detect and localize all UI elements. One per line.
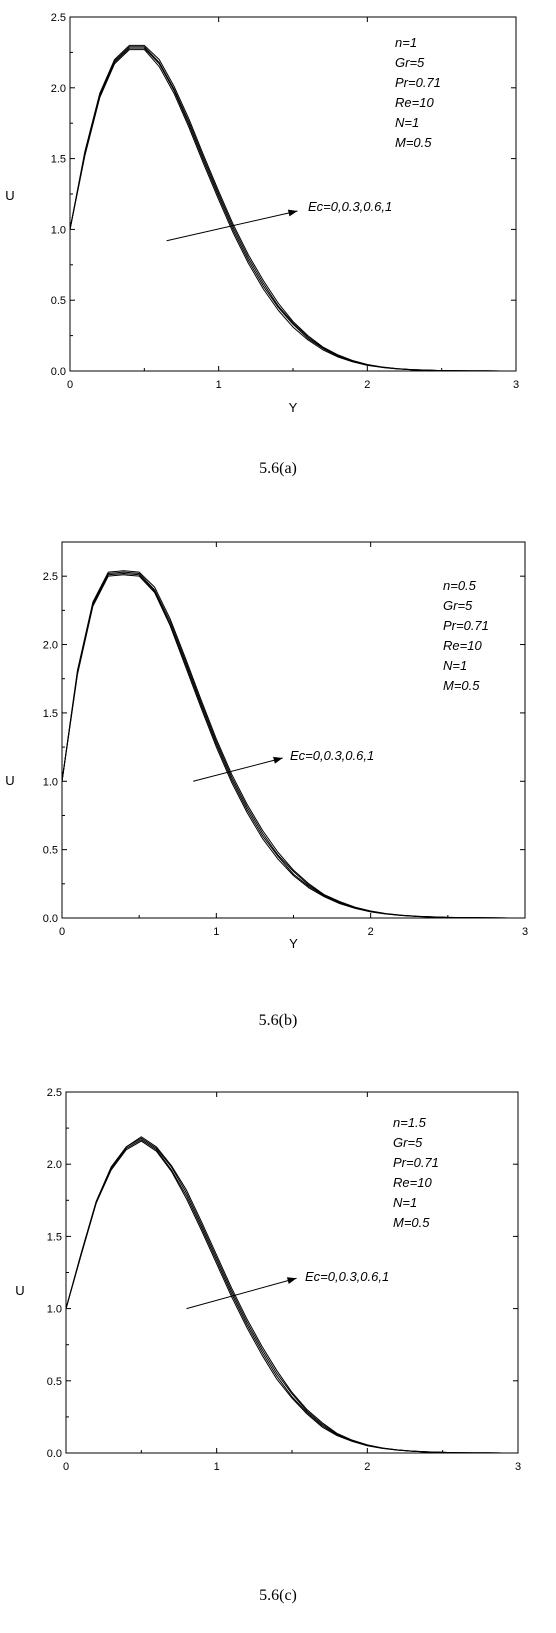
annotation-label: Ec=0,0.3,0.6,1 bbox=[305, 1269, 389, 1284]
param-label: n=1 bbox=[395, 35, 417, 50]
annotation-arrow-head bbox=[273, 756, 283, 764]
chart-a-caption: 5.6(a) bbox=[259, 460, 297, 477]
y-tick-label: 1.5 bbox=[51, 154, 66, 166]
x-tick-label: 3 bbox=[513, 379, 519, 391]
y-tick-label: 1.5 bbox=[47, 1231, 62, 1243]
param-label: Gr=5 bbox=[393, 1135, 423, 1150]
chart-c-caption: 5.6(c) bbox=[259, 1587, 297, 1604]
y-tick-label: 1.0 bbox=[43, 776, 58, 788]
y-tick-label: 0.5 bbox=[51, 295, 66, 307]
series-line-3 bbox=[65, 1137, 519, 1454]
x-tick-label: 0 bbox=[67, 379, 73, 391]
series-line-4 bbox=[65, 1136, 519, 1454]
x-tick-label: 0 bbox=[63, 1461, 69, 1473]
x-tick-label: 0 bbox=[59, 926, 65, 938]
param-label: Pr=0.71 bbox=[393, 1155, 439, 1170]
x-tick-label: 3 bbox=[522, 926, 528, 938]
param-label: N=1 bbox=[393, 1195, 417, 1210]
param-label: Re=10 bbox=[395, 95, 434, 110]
chart-b-svg: 0.0 0.5 1.0 1.5 2.0 2.5 0 1 2 3 U Yn=0.5 Gr=5 Pr=0.71… bbox=[5, 541, 528, 951]
annotation-label: Ec=0,0.3,0.6,1 bbox=[308, 199, 392, 214]
param-label: Re=10 bbox=[393, 1175, 432, 1190]
annotation-label: Ec=0,0.3,0.6,1 bbox=[290, 748, 374, 763]
param-label: M=0.5 bbox=[395, 135, 432, 150]
chart-b-caption: 5.6(b) bbox=[258, 1012, 298, 1029]
param-label: N=1 bbox=[395, 115, 419, 130]
param-label: Pr=0.71 bbox=[395, 75, 441, 90]
y-tick-label: 1.0 bbox=[51, 224, 66, 236]
chart-c-svg: 0.0 0.5 1.0 1.5 2.0 2.5 0 1 2 3 Un=1.5 Gr=5 Pr=0.71 R… bbox=[15, 1087, 521, 1473]
x-tick-label: 1 bbox=[213, 926, 219, 938]
y-tick-label: 2.5 bbox=[47, 1087, 62, 1099]
y-tick-label: 0.0 bbox=[47, 1448, 62, 1460]
series-line-4 bbox=[61, 570, 526, 919]
chart-a-frame bbox=[69, 16, 517, 372]
x-tick-label: 2 bbox=[364, 1461, 370, 1473]
annotation-arrow-line bbox=[193, 757, 283, 782]
param-label: Pr=0.71 bbox=[443, 618, 489, 633]
y-axis-label: U bbox=[15, 1283, 24, 1298]
series-line-2 bbox=[65, 1139, 519, 1454]
y-axis-label: U bbox=[5, 188, 14, 203]
y-tick-label: 2.5 bbox=[43, 571, 58, 583]
x-axis-label: Y bbox=[289, 400, 298, 415]
y-tick-label: 1.0 bbox=[47, 1304, 62, 1316]
param-label: Gr=5 bbox=[443, 598, 473, 613]
x-tick-label: 1 bbox=[216, 379, 222, 391]
y-tick-label: 2.0 bbox=[51, 83, 66, 95]
series-line-1 bbox=[65, 1140, 519, 1454]
y-tick-label: 0.0 bbox=[43, 913, 58, 925]
y-tick-label: 2.0 bbox=[43, 640, 58, 652]
param-label: Re=10 bbox=[443, 638, 482, 653]
param-label: n=1.5 bbox=[393, 1115, 427, 1130]
y-tick-label: 0.0 bbox=[51, 366, 66, 378]
annotation-arrow-line bbox=[186, 1277, 297, 1310]
annotation-arrow-head bbox=[286, 1277, 297, 1285]
x-tick-label: 2 bbox=[368, 926, 374, 938]
y-tick-label: 0.5 bbox=[43, 845, 58, 857]
param-label: M=0.5 bbox=[443, 678, 480, 693]
annotation-arrow-line bbox=[166, 210, 298, 242]
annotation-arrow-head bbox=[287, 209, 298, 217]
x-tick-label: 1 bbox=[214, 1461, 220, 1473]
y-tick-label: 1.5 bbox=[43, 708, 58, 720]
series-line-3 bbox=[69, 46, 517, 372]
chart-a-svg: 0.0 0.5 1.0 1.5 2.0 2.5 0 1 2 3 U Yn=1 Gr=5 Pr=0.71 Re… bbox=[5, 12, 519, 415]
series-line-4 bbox=[69, 44, 517, 372]
param-label: n=0.5 bbox=[443, 578, 477, 593]
x-axis-label: Y bbox=[289, 936, 298, 951]
y-tick-label: 2.0 bbox=[47, 1159, 62, 1171]
x-tick-label: 3 bbox=[515, 1461, 521, 1473]
y-axis-label: U bbox=[5, 773, 14, 788]
y-tick-label: 2.5 bbox=[51, 12, 66, 24]
param-label: M=0.5 bbox=[393, 1215, 430, 1230]
param-label: Gr=5 bbox=[395, 55, 425, 70]
param-label: N=1 bbox=[443, 658, 467, 673]
x-tick-label: 2 bbox=[364, 379, 370, 391]
y-tick-label: 0.5 bbox=[47, 1376, 62, 1388]
